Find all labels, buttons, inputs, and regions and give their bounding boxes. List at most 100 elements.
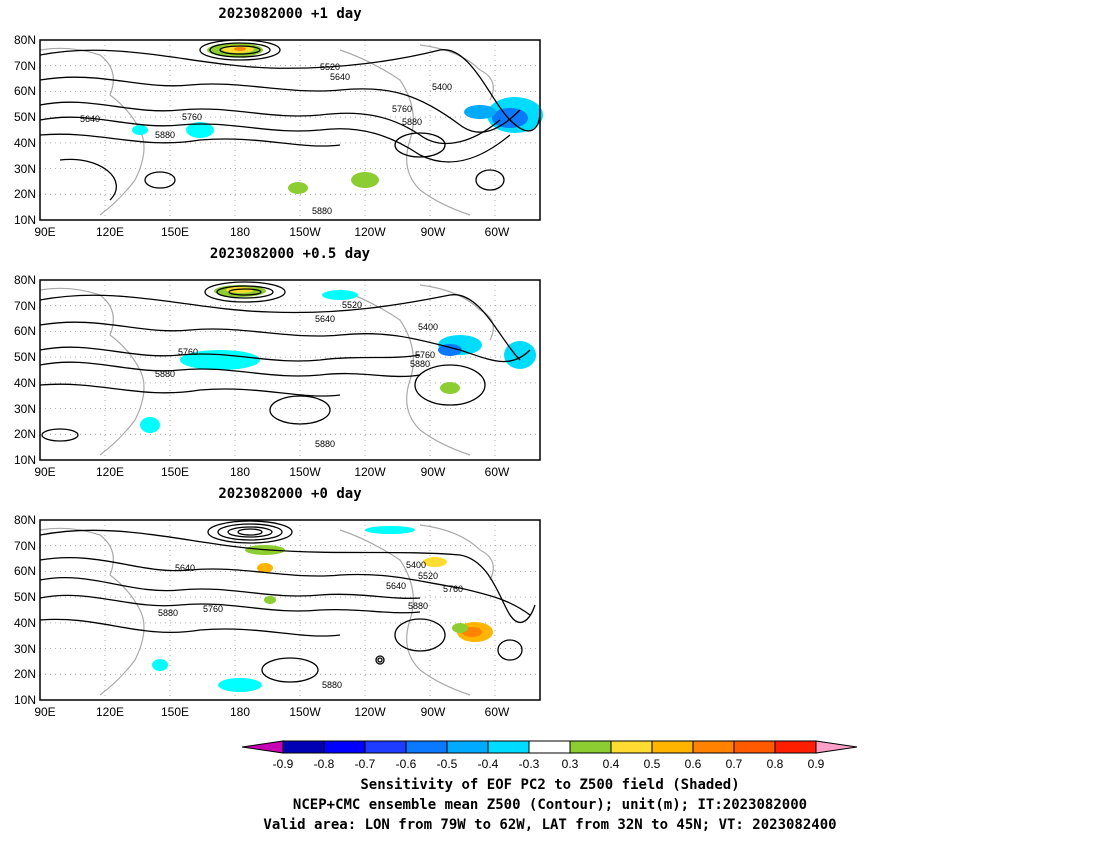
lon-label: 150E [160,705,190,719]
lon-label: 90E [34,465,56,479]
contour-label: 5760 [415,350,435,360]
lat-label: 20N [13,667,36,682]
colorbar-box [651,740,694,754]
lon-label: 90W [420,225,446,239]
colorbar-tick-label: -0.5 [436,757,458,771]
contour-label: 5880 [322,680,342,690]
colorbar-box [569,740,612,754]
lon-label: 150E [160,225,190,239]
panel-title-3: 2023082000 +0 day [218,486,362,502]
lat-label: 70N [13,298,36,313]
contour-label: 5760 [203,604,223,614]
lon-label: 120W [354,465,386,479]
contour-label: 5520 [418,571,438,581]
colorbar-tick-label: 0.7 [725,757,743,771]
lon-label: 60W [484,465,510,479]
colorbar-tick-label: -0.7 [354,757,376,771]
map-panel-1: 5520 5640 5400 5640 5760 5760 5880 5880 … [14,33,543,239]
lat-label: 60N [13,324,36,339]
lat-label: 80N [13,513,36,527]
lon-label: 90E [34,705,56,719]
contour-label: 5400 [418,322,438,332]
lat-label: 30N [13,161,36,176]
lon-label: 90W [420,465,446,479]
map-panel-3: 5640 5400 5520 5640 5760 5760 5880 5880 … [14,513,541,719]
lat-label: 10N [13,693,36,707]
lon-label: 180 [229,225,251,239]
lat-label: 50N [13,590,36,605]
contour-label: 5640 [386,581,406,591]
lat-label: 50N [13,110,36,125]
contour-label: 5640 [80,114,100,124]
colorbar-box [487,740,530,754]
colorbar-box [282,740,325,754]
colorbar-left-arrow [242,740,284,754]
lon-label: 90E [34,225,56,239]
lon-label: 120E [95,705,125,719]
contour-label: 5880 [410,359,430,369]
colorbar-tick-label: -0.4 [477,757,499,771]
contour-label: 5880 [158,608,178,618]
lon-label: 60W [484,705,510,719]
footer-line-2: NCEP+CMC ensemble mean Z500 (Contour); u… [292,797,808,813]
lon-label: 150E [160,465,190,479]
colorbar-box [528,740,571,754]
colorbar-box [446,740,489,754]
panel-title-1: 2023082000 +1 day [218,6,362,22]
lon-label: 120W [354,225,386,239]
contour-label: 5640 [175,563,195,573]
lon-label: 180 [229,705,251,719]
colorbar-tick-label: 0.5 [643,757,661,771]
map-panel-2: 5520 5640 5400 5760 5880 5760 5880 5880 … [14,273,541,479]
lat-label: 10N [13,213,36,227]
contour-label: 5880 [402,117,422,127]
colorbar-tick-label: 0.4 [602,757,620,771]
colorbar-svg [242,740,858,754]
contour-label: 5880 [155,369,175,379]
lat-label: 70N [13,538,36,553]
contour-label: 5640 [315,314,335,324]
lat-label: 40N [13,135,36,150]
footer-line-1: Sensitivity of EOF PC2 to Z500 field (Sh… [360,777,740,793]
lat-label: 20N [13,187,36,202]
contour-label: 5880 [155,130,175,140]
colorbar-tick-label: -0.8 [313,757,335,771]
lon-label: 60W [484,225,510,239]
lat-label: 80N [13,33,36,47]
lat-label: 30N [13,401,36,416]
lon-label: 150W [289,465,321,479]
lat-label: 10N [13,453,36,467]
contour-label: 5400 [406,560,426,570]
colorbar-tick-label: 0.9 [807,757,825,771]
contour-label: 5520 [320,62,340,72]
colorbar-box [733,740,776,754]
lon-label: 90W [420,705,446,719]
colorbar-box [405,740,448,754]
lon-label: 150W [289,225,321,239]
contour-label: 5760 [178,347,198,357]
footer-line-3: Valid area: LON from 79W to 62W, LAT fro… [263,817,837,833]
colorbar-tick-label: 0.6 [684,757,702,771]
lon-label: 150W [289,705,321,719]
lat-label: 20N [13,427,36,442]
lat-label: 60N [13,84,36,99]
lat-label: 30N [13,641,36,656]
colorbar-box [692,740,735,754]
colorbar-box [610,740,653,754]
contour-label: 5400 [432,82,452,92]
lat-label: 60N [13,564,36,579]
lon-label: 120E [95,225,125,239]
panel-title-2: 2023082000 +0.5 day [209,246,371,262]
lat-label: 50N [13,350,36,365]
contour-label: 5760 [182,112,202,122]
colorbar-tick-label: 0.3 [561,757,579,771]
colorbar-box [364,740,407,754]
map-svg-3: 5640 5400 5520 5640 5760 5760 5880 5880 … [39,519,541,701]
contour-label: 5640 [330,72,350,82]
contour-label: 5880 [312,206,332,216]
contour-label: 5880 [408,601,428,611]
colorbar-tick-label: 0.8 [766,757,784,771]
colorbar-tick-label: -0.6 [395,757,417,771]
colorbar-box [323,740,366,754]
map-svg-1: 5520 5640 5400 5640 5760 5760 5880 5880 … [39,39,543,221]
